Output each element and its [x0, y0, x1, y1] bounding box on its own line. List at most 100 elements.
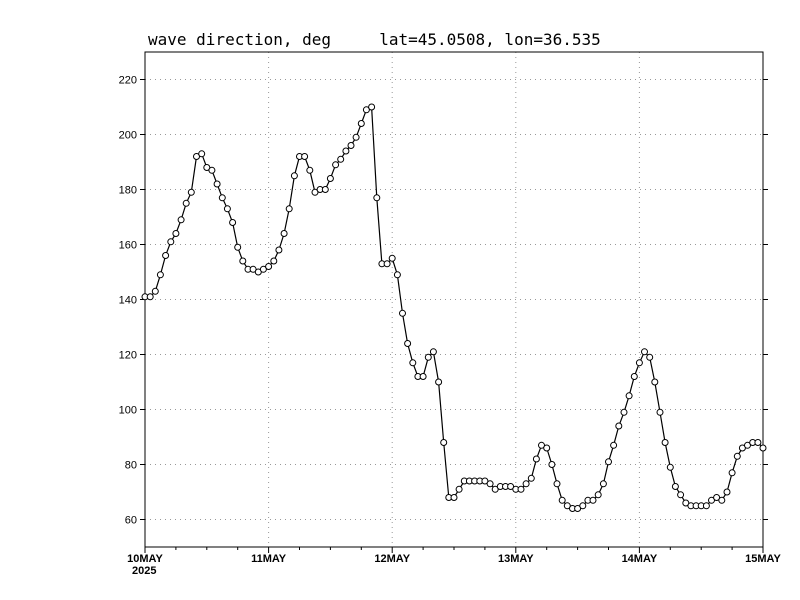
- y-tick-label: 140: [119, 295, 137, 307]
- data-point: [409, 359, 417, 367]
- data-point: [167, 238, 175, 246]
- data-point: [440, 439, 448, 446]
- data-point: [332, 161, 340, 169]
- data-point: [182, 199, 190, 207]
- title-location: lat=45.0508, lon=36.535: [379, 30, 601, 49]
- data-point: [234, 243, 242, 251]
- data-point: [517, 485, 525, 493]
- x-tick-label: 15MAY: [745, 553, 781, 565]
- data-point: [270, 257, 278, 265]
- data-point: [759, 444, 767, 452]
- data-point: [229, 219, 237, 226]
- data-point: [718, 496, 726, 504]
- data-point: [290, 172, 298, 180]
- data-point: [599, 480, 607, 488]
- y-tick-label: 160: [119, 240, 137, 252]
- data-point: [620, 408, 628, 416]
- data-point: [641, 348, 648, 356]
- data-point: [429, 348, 437, 356]
- grid-lines: [145, 52, 763, 547]
- data-point: [754, 439, 762, 446]
- data-point: [646, 353, 654, 361]
- data-point: [373, 194, 381, 202]
- data-point: [280, 230, 288, 237]
- data-point: [625, 392, 633, 400]
- data-point: [605, 458, 612, 466]
- data-point: [455, 485, 463, 493]
- data-point: [218, 194, 226, 202]
- data-point: [151, 287, 159, 295]
- data-point: [162, 252, 170, 259]
- data-point: [728, 469, 736, 477]
- data-point: [275, 246, 283, 254]
- data-point: [527, 474, 535, 482]
- y-tick-label: 200: [119, 130, 137, 142]
- data-point: [589, 496, 597, 504]
- data-point: [301, 153, 309, 160]
- data-point: [383, 260, 391, 268]
- data-point: [543, 444, 551, 452]
- data-point: [435, 378, 443, 386]
- data-point: [594, 491, 602, 499]
- data-point: [146, 293, 154, 301]
- x-tick-label: 11MAY: [251, 553, 287, 565]
- data-point: [259, 265, 267, 273]
- x-tick-label: 10MAY: [127, 553, 163, 565]
- x-tick-label: 13MAY: [498, 553, 534, 565]
- data-point: [172, 230, 180, 237]
- data-point: [615, 422, 623, 430]
- chart-title: wave direction, deg lat=45.0508, lon=36.…: [148, 30, 601, 49]
- x-tick-sublabel: 2025: [132, 565, 156, 577]
- y-tick-label: 60: [125, 515, 137, 527]
- y-tick-label: 80: [125, 460, 137, 472]
- data-point: [610, 441, 618, 449]
- data-point: [265, 263, 273, 270]
- data-point: [368, 103, 376, 111]
- data-point: [744, 441, 751, 449]
- x-tick-label: 14MAY: [622, 553, 658, 565]
- data-point: [522, 480, 530, 488]
- data-point: [337, 155, 345, 163]
- data-point: [548, 461, 556, 468]
- data-point: [208, 166, 216, 174]
- data-point: [651, 378, 659, 386]
- data-point: [326, 175, 334, 182]
- data-point: [558, 496, 566, 504]
- data-point: [507, 483, 515, 490]
- data-point: [342, 147, 350, 155]
- data-point: [352, 133, 360, 141]
- x-tick-label: 12MAY: [374, 553, 410, 565]
- data-point: [285, 205, 293, 213]
- y-tick-label: 100: [119, 405, 137, 417]
- data-point: [677, 491, 685, 499]
- data-point: [347, 142, 355, 149]
- data-point: [666, 463, 674, 471]
- data-point: [177, 216, 185, 224]
- data-point: [311, 188, 319, 196]
- data-point: [450, 494, 458, 501]
- data-point: [635, 359, 643, 367]
- data-point: [579, 502, 587, 510]
- data-point: [399, 309, 406, 317]
- data-point: [671, 483, 679, 490]
- data-point: [661, 439, 669, 446]
- y-tick-label: 120: [119, 350, 137, 362]
- data-point: [481, 477, 489, 485]
- data-point: [419, 373, 427, 380]
- data-point: [362, 106, 370, 114]
- y-tick-label: 220: [119, 75, 137, 87]
- y-axis: 60 80 100 120 140 160 180 200 220: [119, 75, 768, 527]
- data-point: [713, 494, 721, 501]
- data-point: [532, 455, 540, 463]
- data-point: [702, 502, 710, 510]
- title-variable: wave direction, deg: [148, 30, 332, 49]
- data-point: [187, 188, 195, 196]
- data-point: [656, 408, 664, 416]
- data-point: [306, 166, 314, 174]
- data-point: [223, 205, 231, 213]
- data-point: [486, 480, 494, 488]
- data-point: [213, 180, 221, 188]
- series-markers: [141, 103, 767, 512]
